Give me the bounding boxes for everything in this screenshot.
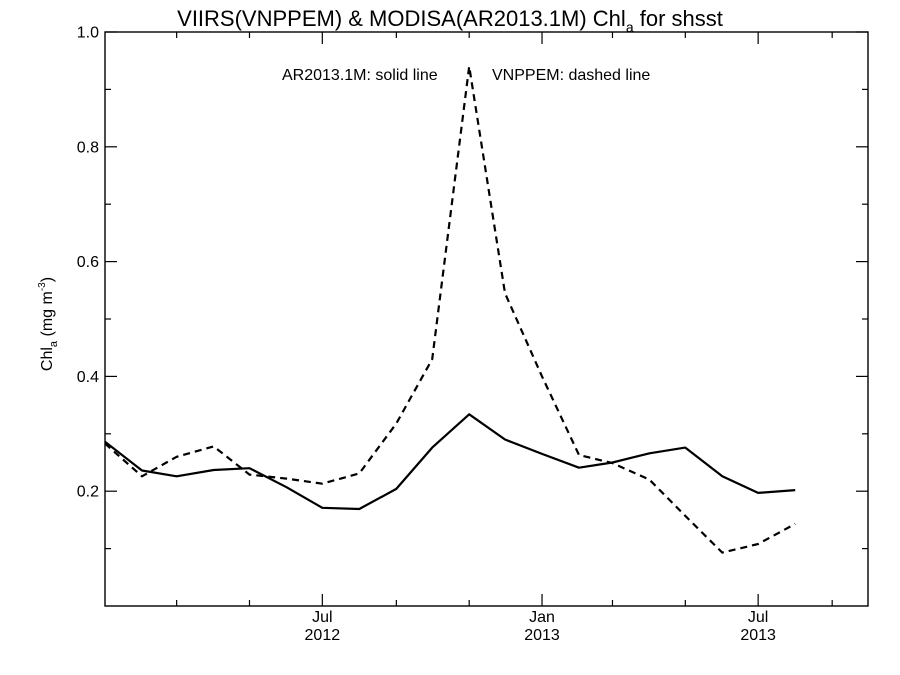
x-tick-label-month: Jul [312, 609, 332, 626]
series-line-solid [104, 413, 796, 511]
y-tick-label: 0.6 [77, 254, 99, 271]
x-tick-label-year: 2013 [740, 627, 776, 644]
x-tick-label-year: 2013 [524, 627, 560, 644]
x-tick-label-month: Jan [529, 609, 555, 626]
data-series [104, 65, 796, 554]
y-tick-label: 0.2 [77, 484, 99, 501]
y-axis-label: Chla (mg m-3) [37, 277, 60, 371]
series-line-dashed [104, 65, 796, 554]
y-tick-label: 0.8 [77, 139, 99, 156]
plot-frame [104, 31, 869, 607]
annotation-dashed-line: VNPPEM: dashed line [492, 67, 650, 84]
x-tick-label-year: 2012 [305, 627, 341, 644]
y-tick-label: 0.4 [77, 369, 99, 386]
chart-title: VIIRS(VNPPEM) & MODISA(AR2013.1M) Chla f… [177, 6, 723, 35]
y-tick-label: 1.0 [77, 25, 99, 42]
annotation-solid-line: AR2013.1M: solid line [282, 67, 438, 84]
x-tick-label-month: Jul [748, 609, 768, 626]
